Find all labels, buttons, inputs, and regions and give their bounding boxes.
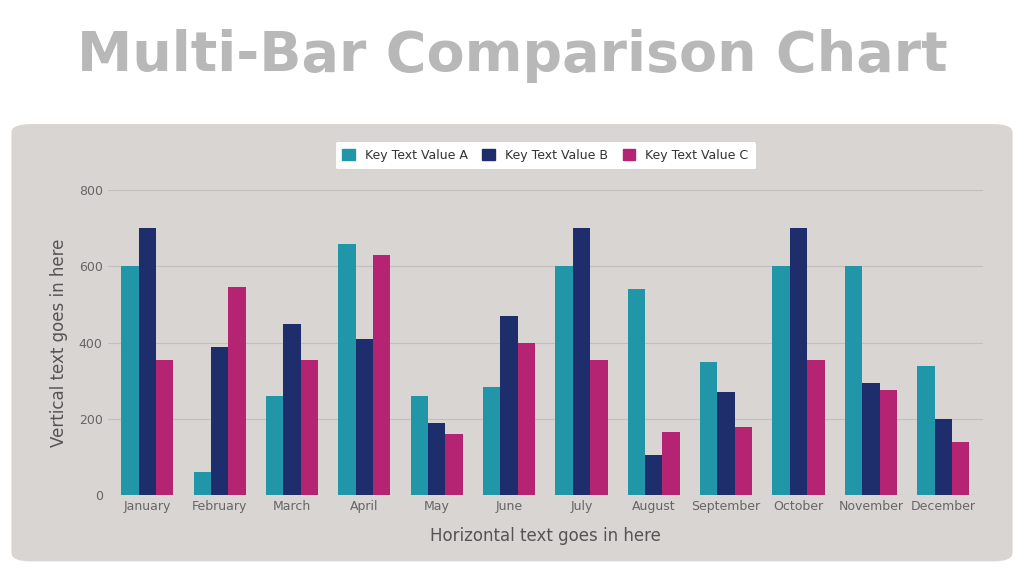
Bar	[428, 423, 445, 495]
Bar	[663, 433, 680, 495]
Bar	[628, 289, 645, 495]
Bar	[590, 360, 607, 495]
Bar	[790, 228, 807, 495]
Bar	[572, 228, 590, 495]
Bar	[211, 347, 228, 495]
Bar	[483, 386, 501, 495]
Bar	[355, 339, 373, 495]
Text: Multi-Bar Comparison Chart: Multi-Bar Comparison Chart	[77, 29, 947, 83]
Bar	[845, 266, 862, 495]
X-axis label: Horizontal text goes in here: Horizontal text goes in here	[430, 527, 660, 545]
Bar	[518, 343, 536, 495]
Bar	[862, 383, 880, 495]
Bar	[918, 366, 935, 495]
Bar	[445, 434, 463, 495]
Bar	[880, 391, 897, 495]
Bar	[735, 427, 753, 495]
Bar	[121, 266, 138, 495]
Bar	[952, 442, 970, 495]
Bar	[194, 472, 211, 495]
Bar	[301, 360, 318, 495]
FancyBboxPatch shape	[11, 124, 1013, 562]
Bar	[228, 287, 246, 495]
Bar	[338, 244, 355, 495]
Bar	[411, 396, 428, 495]
Bar	[935, 419, 952, 495]
Bar	[645, 455, 663, 495]
Y-axis label: Vertical text goes in here: Vertical text goes in here	[49, 238, 68, 447]
Bar	[555, 266, 572, 495]
Bar	[772, 266, 790, 495]
Bar	[373, 255, 390, 495]
Legend: Key Text Value A, Key Text Value B, Key Text Value C: Key Text Value A, Key Text Value B, Key …	[335, 141, 756, 169]
Bar	[718, 392, 735, 495]
Bar	[501, 316, 518, 495]
Bar	[156, 360, 173, 495]
Bar	[700, 362, 718, 495]
Bar	[138, 228, 156, 495]
Bar	[284, 324, 301, 495]
Bar	[266, 396, 284, 495]
Bar	[807, 360, 824, 495]
